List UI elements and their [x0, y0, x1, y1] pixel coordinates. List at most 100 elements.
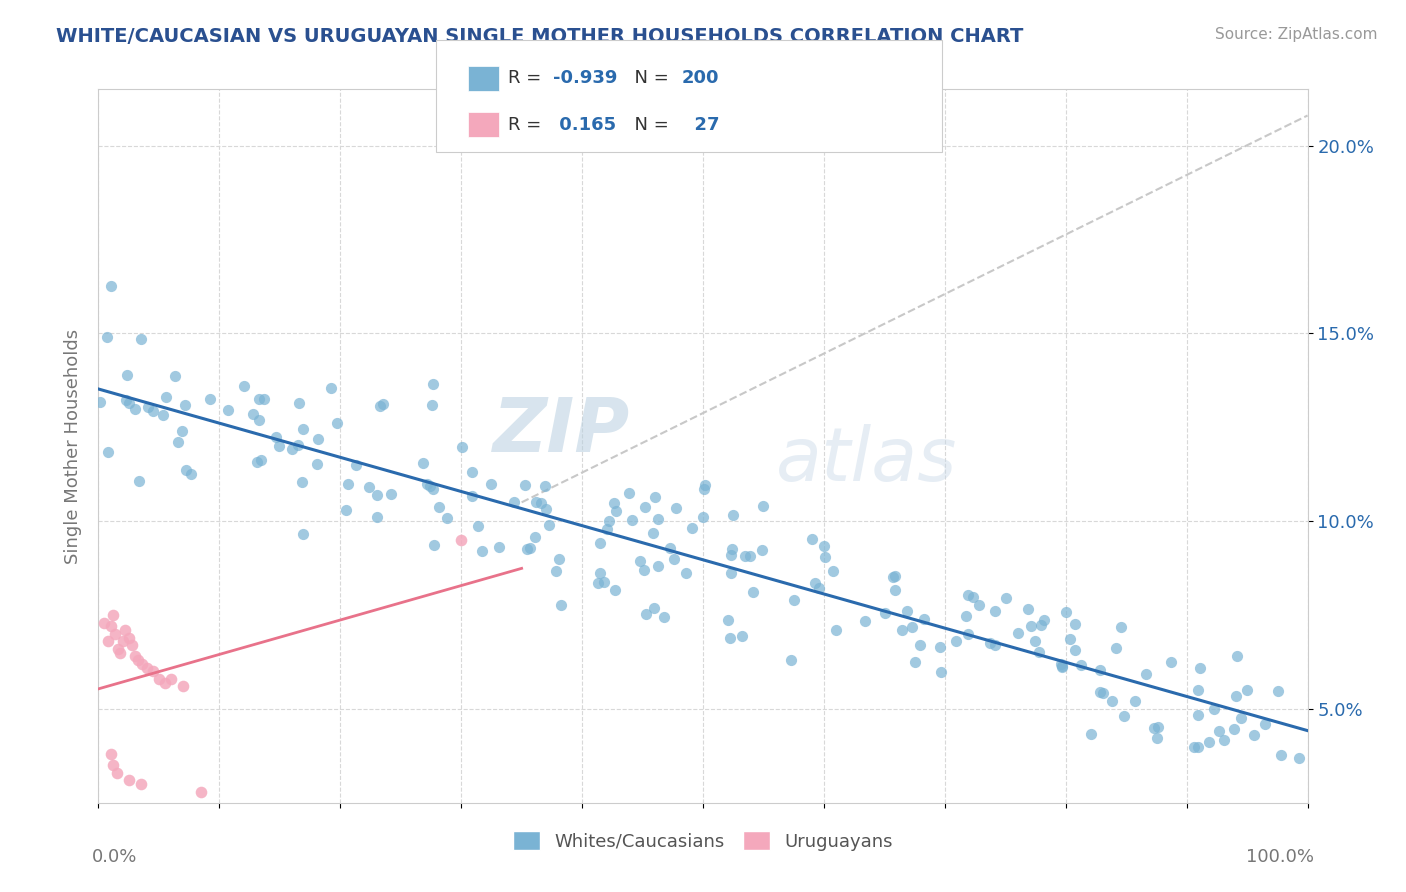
Point	[155, 390, 177, 404]
Point	[281, 442, 304, 456]
Point	[100, 747, 122, 761]
Point	[1123, 694, 1146, 708]
Point	[366, 510, 388, 524]
Point	[180, 467, 202, 481]
Point	[165, 369, 187, 384]
Y-axis label: Single Mother Households: Single Mother Households	[63, 328, 82, 564]
Point	[643, 601, 665, 615]
Point	[617, 485, 640, 500]
Point	[89, 395, 111, 409]
Point	[779, 653, 801, 667]
Legend: Whites/Caucasians, Uruguayans: Whites/Caucasians, Uruguayans	[506, 824, 900, 858]
Point	[292, 526, 315, 541]
Point	[983, 603, 1005, 617]
Point	[644, 491, 666, 505]
Point	[1288, 750, 1310, 764]
Point	[603, 496, 626, 510]
Point	[1223, 722, 1246, 736]
Point	[427, 500, 450, 515]
Point	[366, 488, 388, 502]
Point	[93, 615, 115, 630]
Point	[450, 533, 472, 547]
Point	[550, 598, 572, 612]
Point	[253, 392, 276, 407]
Point	[287, 438, 309, 452]
Point	[823, 564, 845, 578]
Point	[101, 607, 124, 622]
Point	[598, 514, 620, 528]
Point	[173, 398, 195, 412]
Point	[882, 569, 904, 583]
Point	[419, 479, 441, 493]
Point	[1114, 708, 1136, 723]
Point	[752, 500, 775, 514]
Point	[801, 532, 824, 546]
Point	[1226, 648, 1249, 663]
Point	[118, 773, 141, 788]
Point	[523, 530, 546, 544]
Point	[813, 539, 835, 553]
Point	[742, 584, 765, 599]
Point	[148, 672, 170, 686]
Point	[1267, 683, 1289, 698]
Point	[1064, 617, 1087, 632]
Point	[127, 653, 149, 667]
Point	[128, 474, 150, 488]
Point	[652, 610, 675, 624]
Point	[1254, 717, 1277, 731]
Point	[269, 439, 291, 453]
Point	[1031, 617, 1053, 632]
Point	[117, 396, 139, 410]
Point	[908, 639, 931, 653]
Point	[1187, 707, 1209, 722]
Point	[658, 541, 681, 556]
Point	[884, 568, 907, 582]
Point	[233, 379, 256, 393]
Point	[172, 679, 194, 693]
Point	[855, 614, 877, 628]
Point	[121, 638, 143, 652]
Point	[1225, 689, 1247, 703]
Point	[524, 495, 547, 509]
Text: -0.939: -0.939	[553, 70, 617, 87]
Point	[873, 606, 896, 620]
Point	[957, 627, 980, 641]
Point	[720, 566, 742, 580]
Point	[97, 634, 120, 648]
Point	[97, 445, 120, 459]
Point	[1007, 625, 1029, 640]
Point	[247, 392, 270, 407]
Text: ZIP: ZIP	[494, 395, 630, 468]
Point	[422, 376, 444, 391]
Point	[891, 624, 914, 638]
Point	[884, 582, 907, 597]
Point	[717, 613, 740, 627]
Point	[945, 633, 967, 648]
Point	[519, 541, 541, 555]
Point	[734, 549, 756, 563]
Point	[718, 631, 741, 645]
Point	[461, 465, 484, 479]
Point	[962, 591, 984, 605]
Point	[603, 583, 626, 598]
Point	[1050, 660, 1073, 674]
Point	[586, 576, 609, 591]
Point	[628, 554, 651, 568]
Point	[647, 558, 669, 573]
Point	[114, 623, 136, 637]
Point	[287, 395, 309, 409]
Point	[693, 482, 716, 496]
Point	[115, 393, 138, 408]
Point	[929, 665, 952, 679]
Point	[804, 576, 827, 591]
Point	[131, 332, 153, 346]
Point	[135, 660, 157, 674]
Point	[1019, 619, 1042, 633]
Point	[634, 500, 657, 514]
Text: Source: ZipAtlas.com: Source: ZipAtlas.com	[1215, 27, 1378, 42]
Point	[589, 536, 612, 550]
Text: 100.0%: 100.0%	[1246, 848, 1313, 866]
Point	[731, 629, 754, 643]
Point	[912, 612, 935, 626]
Point	[692, 509, 714, 524]
